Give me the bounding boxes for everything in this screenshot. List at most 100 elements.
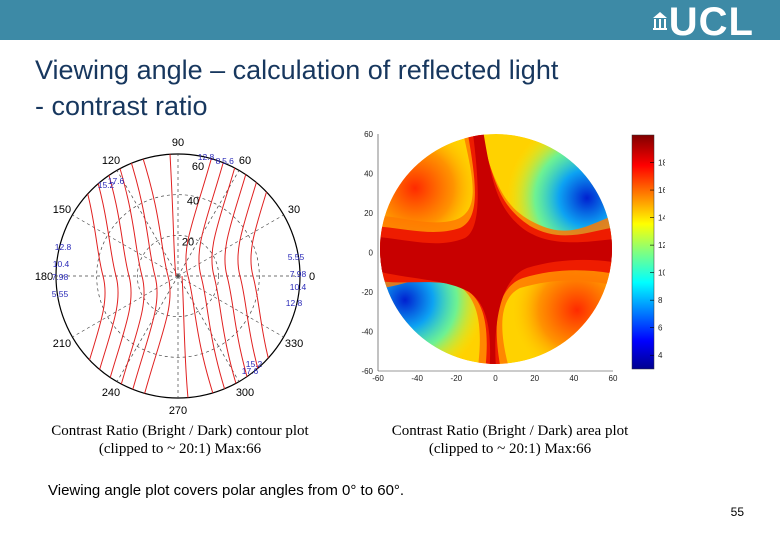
contour-value-label: 15.2 (98, 180, 115, 190)
angle-tick-label: 300 (236, 387, 254, 399)
x-tick-label: 60 (609, 374, 618, 383)
contour-value-label: 17.6 (242, 366, 259, 376)
colorbar-tick-label: 4 (658, 351, 663, 360)
contour-line (224, 154, 256, 398)
contour-caption-line-2: (clipped to ~ 20:1) Max:66 (98, 441, 262, 457)
page-number: 55 (730, 505, 744, 519)
angle-tick-label: 30 (288, 204, 300, 216)
contour-value-label: 15.2 (246, 359, 263, 369)
colorbar-ticks: 18 16 14 12 10 8 6 4 (650, 159, 665, 360)
contour-line (211, 154, 243, 398)
contour-value-label: 5.6 (222, 156, 234, 166)
contour-caption-line-1: Contrast Ratio (Bright / Dark) contour p… (51, 423, 309, 439)
polar-ring (96, 194, 260, 358)
y-tick-label: 40 (364, 170, 373, 179)
angle-tick-label: 90 (172, 137, 184, 149)
contour-line (87, 154, 119, 398)
radius-tick-label: 40 (187, 196, 199, 208)
angle-tick-label: 270 (169, 405, 187, 417)
colorbar-tick-label: 10 (658, 269, 665, 278)
y-tick-label: 20 (364, 209, 373, 218)
contour-value-label: 7.98 (290, 269, 307, 279)
contour-line (74, 154, 106, 398)
contour-line (139, 154, 171, 398)
polar-spoke (116, 170, 179, 277)
y-tick-label: -20 (361, 288, 373, 297)
header-bar (0, 0, 780, 40)
angle-tick-label: 150 (53, 204, 71, 216)
angle-tick-label: 0 (309, 271, 315, 283)
angle-tick-label: 240 (102, 387, 120, 399)
colorbar-tick-label: 18 (658, 159, 665, 168)
polar-spoke (72, 275, 179, 338)
polar-spoke (116, 275, 179, 382)
area-caption-line-1: Contrast Ratio (Bright / Dark) area plot (391, 423, 629, 439)
contour-line (100, 154, 132, 398)
x-tick-label: 20 (530, 374, 539, 383)
polar-spoke (177, 170, 240, 277)
title-line-2: - contrast ratio (35, 91, 208, 121)
colorbar-tick-label: 6 (658, 324, 663, 333)
colorbar (631, 134, 655, 370)
y-tick-label: 60 (364, 130, 373, 139)
contour-value-label: 10.4 (290, 282, 307, 292)
x-tick-label: -20 (451, 374, 463, 383)
x-tick-label: 40 (569, 374, 578, 383)
polar-spoke (177, 214, 284, 277)
title-line-1: Viewing angle – calculation of reflected… (35, 55, 559, 85)
contour-value-label: 12.8 (286, 298, 303, 308)
polar-grid (55, 153, 301, 399)
colorbar-tick-label: 12 (658, 241, 665, 250)
y-tick-label: -40 (361, 328, 373, 337)
contour-line (113, 154, 145, 398)
y-tick-label: -60 (361, 367, 373, 376)
area-caption: Contrast Ratio (Bright / Dark) area plot… (365, 422, 655, 458)
polar-contour-plot: 906030033030027024021018015012060402012.… (35, 137, 315, 417)
contour-line (126, 154, 158, 398)
angle-tick-label: 120 (102, 155, 120, 167)
y-tick-label: 0 (369, 249, 374, 258)
colorbar-tick-label: 16 (658, 186, 665, 195)
radius-tick-label: 20 (182, 236, 194, 248)
slide-title: Viewing angle – calculation of reflected… (35, 52, 735, 124)
contour-lines (74, 154, 282, 398)
contour-line (169, 154, 177, 277)
x-tick-label: -60 (372, 374, 384, 383)
polar-spoke (177, 275, 284, 338)
area-axes: 60 40 20 0 -20 -40 -60-60 -40 -20 0 20 40 60 (361, 130, 618, 383)
contour-value-label: 5.55 (288, 252, 305, 262)
angle-tick-label: 330 (285, 338, 303, 350)
contour-line (181, 275, 189, 398)
contour-value-label: 12.8 (55, 242, 72, 252)
logo-text: UCL (668, 0, 754, 44)
angle-tick-label: 60 (239, 155, 251, 167)
x-tick-label: 0 (493, 374, 498, 383)
area-caption-line-2: (clipped to ~ 20:1) Max:66 (428, 441, 592, 457)
angle-tick-label: 180 (35, 271, 53, 283)
contour-value-label: 12.8 (198, 152, 215, 162)
contour-value-label: 17.6 (108, 176, 125, 186)
contour-line (198, 154, 230, 398)
contour-value-label: 10.4 (53, 259, 70, 269)
heatmap-disc (380, 134, 612, 364)
colorbar-tick-label: 8 (658, 296, 663, 305)
contour-line (237, 154, 269, 398)
angle-tick-label: 210 (53, 338, 71, 350)
ucl-logo: UCL (652, 0, 754, 44)
portico-icon (652, 12, 667, 30)
x-tick-label: -40 (411, 374, 423, 383)
polar-spoke (177, 275, 240, 382)
contour-line (185, 154, 217, 398)
contour-value-label: 5.55 (52, 289, 69, 299)
polar-labels: 906030033030027024021018015012060402012.… (35, 137, 315, 417)
contour-line (250, 154, 282, 398)
footnote: Viewing angle plot covers polar angles f… (48, 482, 405, 499)
contour-value-label: 8 (216, 156, 221, 166)
contour-caption: Contrast Ratio (Bright / Dark) contour p… (30, 422, 330, 458)
polar-spoke (72, 214, 179, 277)
contour-value-label: 7.98 (52, 272, 69, 282)
radius-tick-label: 60 (192, 161, 204, 173)
colorbar-tick-label: 14 (658, 214, 665, 223)
polar-ring (136, 234, 220, 318)
